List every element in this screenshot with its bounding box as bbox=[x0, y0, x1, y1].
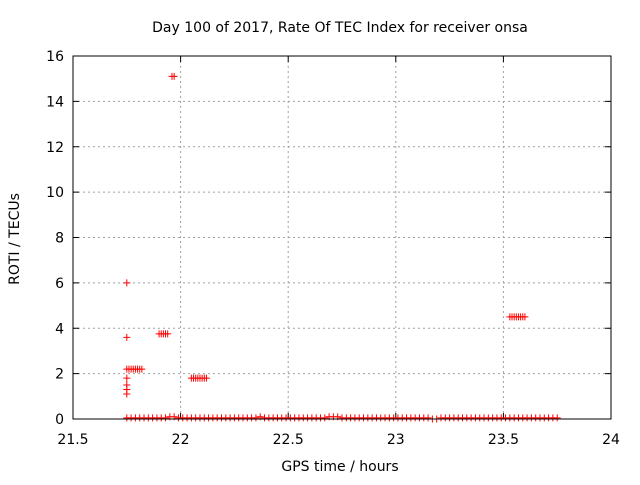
plot-area-frame bbox=[72, 55, 612, 420]
x-axis-label: GPS time / hours bbox=[281, 459, 398, 475]
data-point bbox=[162, 414, 170, 422]
x-tick-label: 21.5 bbox=[57, 432, 88, 448]
y-tick-label: 16 bbox=[46, 49, 64, 65]
data-point bbox=[123, 279, 131, 287]
y-tick-label: 4 bbox=[55, 321, 64, 337]
y-tick-label: 6 bbox=[55, 276, 64, 292]
y-tick-label: 12 bbox=[46, 140, 64, 156]
y-tick-label: 8 bbox=[55, 231, 64, 247]
data-point bbox=[138, 365, 146, 373]
y-tick-label: 2 bbox=[55, 367, 64, 383]
x-tick-label: 23 bbox=[387, 432, 405, 448]
y-axis-label: ROTI / TECUs bbox=[7, 193, 23, 285]
y-tick-label: 14 bbox=[46, 94, 64, 110]
data-points bbox=[123, 72, 561, 423]
data-point bbox=[164, 330, 172, 338]
x-tick-label: 22.5 bbox=[273, 432, 304, 448]
y-tick-label: 0 bbox=[55, 412, 64, 428]
data-point bbox=[252, 414, 260, 422]
data-point bbox=[123, 333, 131, 341]
x-tick-label: 24 bbox=[602, 432, 620, 448]
grid-lines bbox=[73, 56, 611, 419]
x-tick-label: 23.5 bbox=[488, 432, 519, 448]
data-point bbox=[321, 414, 329, 422]
data-point bbox=[424, 414, 432, 422]
chart-title: Day 100 of 2017, Rate Of TEC Index for r… bbox=[152, 20, 528, 36]
y-tick-label: 10 bbox=[46, 185, 64, 201]
data-point bbox=[123, 390, 131, 398]
data-point bbox=[123, 374, 131, 382]
data-point bbox=[170, 72, 178, 80]
x-tick-label: 22 bbox=[172, 432, 190, 448]
data-point bbox=[553, 414, 561, 422]
data-point bbox=[202, 374, 210, 382]
data-point bbox=[521, 313, 529, 321]
